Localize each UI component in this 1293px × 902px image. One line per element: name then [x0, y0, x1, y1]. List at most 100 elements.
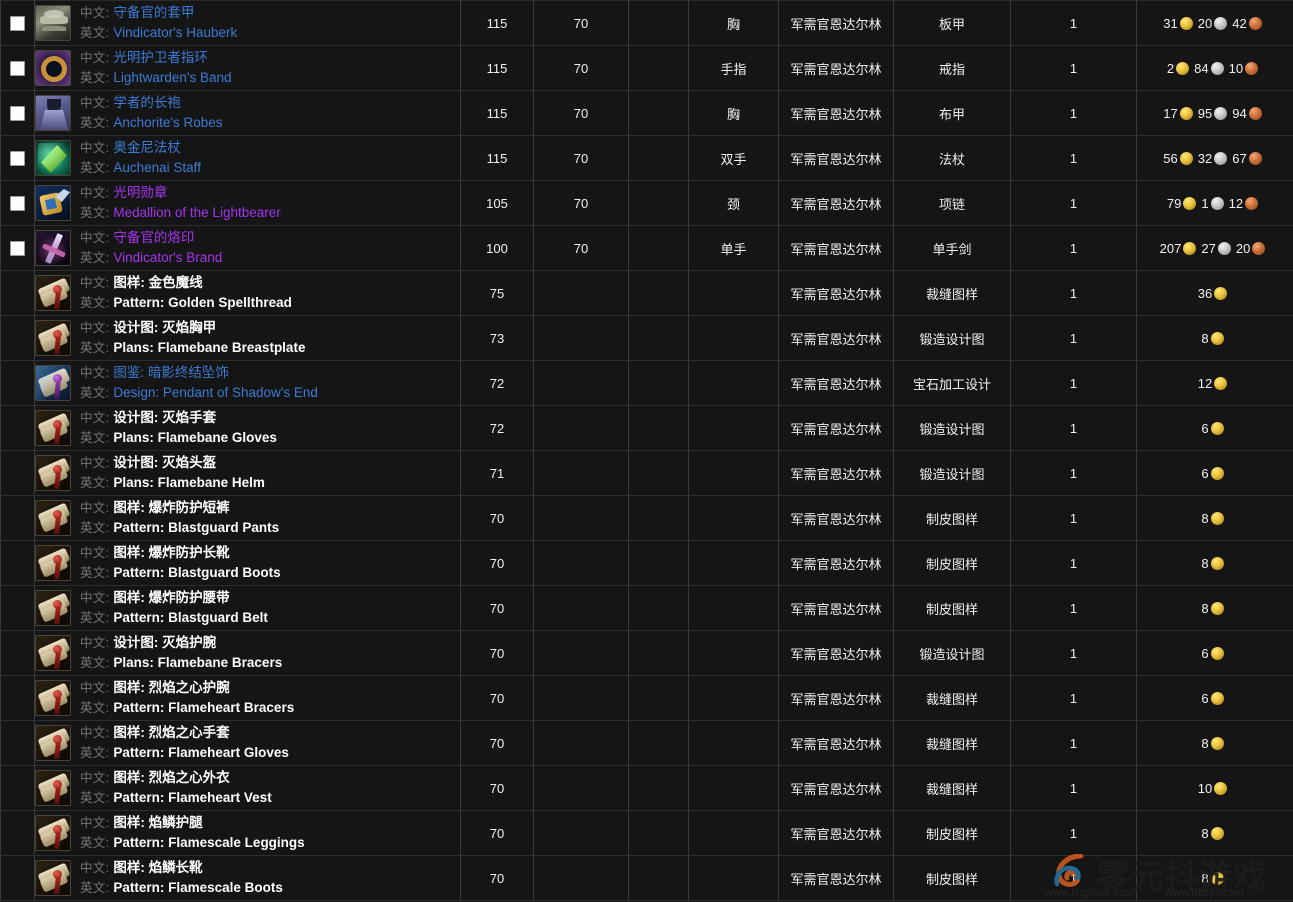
- item-name-english[interactable]: Pattern: Blastguard Belt: [113, 610, 268, 625]
- item-name-chinese[interactable]: 图样: 烈焰之心外衣: [113, 770, 230, 786]
- item-icon-pattern-scroll[interactable]: [35, 770, 71, 806]
- row-checkbox[interactable]: [10, 106, 25, 122]
- table-row[interactable]: 中文: 图样: 金色魔线 英文: Pattern: Golden Spellthrea…: [0, 270, 1293, 316]
- item-icon-pattern-scroll[interactable]: [35, 545, 71, 581]
- table-row[interactable]: 中文: 图样: 爆炸防护长靴 英文: Pattern: Blastguard Boot…: [0, 540, 1293, 586]
- item-icon-pattern-scroll[interactable]: [35, 275, 71, 311]
- table-row[interactable]: 中文: 图样: 烈焰之心手套 英文: Pattern: Flameheart Glov…: [0, 720, 1293, 766]
- item-name-cell[interactable]: 中文: 图样: 爆炸防护短裤 英文: Pattern: Blastguard Pant…: [34, 495, 461, 541]
- item-name-english[interactable]: Pattern: Flamescale Leggings: [113, 835, 305, 850]
- item-name-english[interactable]: Plans: Flamebane Breastplate: [113, 340, 306, 355]
- item-name-cell[interactable]: 中文: 图样: 烈焰之心外衣 英文: Pattern: Flameheart Vest: [34, 765, 461, 811]
- item-name-english[interactable]: Design: Pendant of Shadow's End: [113, 385, 318, 400]
- table-row[interactable]: 中文: 守备官的烙印 英文: Vindicator's Brand 100 70 单手 军需官…: [0, 225, 1293, 271]
- item-name-english[interactable]: Auchenai Staff: [113, 160, 201, 175]
- item-name-english[interactable]: Pattern: Blastguard Pants: [113, 520, 280, 535]
- item-name-cell[interactable]: 中文: 图样: 烈焰之心手套 英文: Pattern: Flameheart Glov…: [34, 720, 461, 766]
- item-name-chinese[interactable]: 奥金尼法杖: [113, 140, 181, 156]
- item-name-chinese[interactable]: 设计图: 灭焰头盔: [113, 455, 217, 471]
- item-name-cell[interactable]: 中文: 设计图: 灭焰胸甲 英文: Plans: Flamebane Breastpl…: [34, 315, 461, 361]
- item-name-chinese[interactable]: 设计图: 灭焰手套: [113, 410, 217, 426]
- item-name-english[interactable]: Plans: Flamebane Bracers: [113, 655, 283, 670]
- item-icon-pattern-scroll[interactable]: [35, 320, 71, 356]
- item-name-chinese[interactable]: 图样: 金色魔线: [113, 275, 203, 291]
- item-name-cell[interactable]: 中文: 设计图: 灭焰护腕 英文: Plans: Flamebane Bracers: [34, 630, 461, 676]
- item-icon-pattern-scroll[interactable]: [35, 860, 71, 896]
- item-icon-staff[interactable]: [35, 140, 71, 176]
- row-select-cell[interactable]: [0, 0, 35, 46]
- table-row[interactable]: 中文: 光明护卫者指环 英文: Lightwarden's Band 115 70 手指 军需…: [0, 45, 1293, 91]
- item-name-english[interactable]: Pattern: Flameheart Gloves: [113, 745, 289, 760]
- item-name-english[interactable]: Plans: Flamebane Gloves: [113, 430, 277, 445]
- item-name-cell[interactable]: 中文: 学者的长袍 英文: Anchorite's Robes: [34, 90, 461, 136]
- item-name-cell[interactable]: 中文: 图样: 焰鳞长靴 英文: Pattern: Flamescale Boots: [34, 855, 461, 901]
- item-name-chinese[interactable]: 图样: 爆炸防护长靴: [113, 545, 230, 561]
- row-select-cell[interactable]: [0, 45, 35, 91]
- item-name-chinese[interactable]: 图样: 烈焰之心手套: [113, 725, 230, 741]
- item-name-cell[interactable]: 中文: 守备官的套甲 英文: Vindicator's Hauberk: [34, 0, 461, 46]
- item-name-cell[interactable]: 中文: 图样: 金色魔线 英文: Pattern: Golden Spellthrea…: [34, 270, 461, 316]
- item-name-chinese[interactable]: 图鉴: 暗影终结坠饰: [113, 365, 229, 381]
- item-icon-pattern-scroll[interactable]: [35, 410, 71, 446]
- item-name-cell[interactable]: 中文: 图样: 爆炸防护腰带 英文: Pattern: Blastguard Belt: [34, 585, 461, 631]
- item-name-cell[interactable]: 中文: 图鉴: 暗影终结坠饰 英文: Design: Pendant of Shado…: [34, 360, 461, 406]
- row-checkbox[interactable]: [10, 241, 25, 257]
- table-row[interactable]: 中文: 图样: 焰鳞护腿 英文: Pattern: Flamescale Leggin…: [0, 810, 1293, 856]
- item-name-chinese[interactable]: 图样: 爆炸防护短裤: [113, 500, 230, 516]
- table-row[interactable]: 中文: 图样: 烈焰之心外衣 英文: Pattern: Flameheart Vest…: [0, 765, 1293, 811]
- table-row[interactable]: 中文: 学者的长袍 英文: Anchorite's Robes 115 70 胸军需官恩达尔…: [0, 90, 1293, 136]
- table-row[interactable]: 中文: 图样: 爆炸防护短裤 英文: Pattern: Blastguard Pant…: [0, 495, 1293, 541]
- item-name-english[interactable]: Vindicator's Hauberk: [113, 25, 238, 40]
- item-name-chinese[interactable]: 图样: 焰鳞护腿: [113, 815, 203, 831]
- item-name-chinese[interactable]: 图样: 焰鳞长靴: [113, 860, 203, 876]
- item-name-chinese[interactable]: 图样: 爆炸防护腰带: [113, 590, 230, 606]
- item-name-english[interactable]: Pattern: Flameheart Vest: [113, 790, 272, 805]
- item-icon-pattern-scroll[interactable]: [35, 635, 71, 671]
- item-name-english[interactable]: Pattern: Flameheart Bracers: [113, 700, 295, 715]
- item-name-cell[interactable]: 中文: 光明护卫者指环 英文: Lightwarden's Band: [34, 45, 461, 91]
- row-select-cell[interactable]: [0, 90, 35, 136]
- item-name-english[interactable]: Pattern: Blastguard Boots: [113, 565, 281, 580]
- item-name-english[interactable]: Plans: Flamebane Helm: [113, 475, 265, 490]
- table-row[interactable]: 中文: 设计图: 灭焰护腕 英文: Plans: Flamebane Bracers 7…: [0, 630, 1293, 676]
- item-name-chinese[interactable]: 光明勋章: [113, 185, 168, 201]
- item-name-english[interactable]: Medallion of the Lightbearer: [113, 205, 281, 220]
- row-select-cell[interactable]: [0, 135, 35, 181]
- item-name-english[interactable]: Vindicator's Brand: [113, 250, 223, 265]
- item-name-chinese[interactable]: 设计图: 灭焰胸甲: [113, 320, 217, 336]
- item-icon-cloth-robe[interactable]: [35, 95, 71, 131]
- row-checkbox[interactable]: [10, 16, 25, 32]
- table-row[interactable]: 中文: 图样: 爆炸防护腰带 英文: Pattern: Blastguard Belt…: [0, 585, 1293, 631]
- item-name-english[interactable]: Pattern: Golden Spellthread: [113, 295, 292, 310]
- table-row[interactable]: 中文: 图样: 烈焰之心护腕 英文: Pattern: Flameheart Brac…: [0, 675, 1293, 721]
- item-icon-pattern-scroll[interactable]: [35, 725, 71, 761]
- row-select-cell[interactable]: [0, 180, 35, 226]
- table-row[interactable]: 中文: 图样: 焰鳞长靴 英文: Pattern: Flamescale Boots 7…: [0, 855, 1293, 901]
- item-icon-pattern-scroll[interactable]: [35, 680, 71, 716]
- item-name-cell[interactable]: 中文: 图样: 烈焰之心护腕 英文: Pattern: Flameheart Brac…: [34, 675, 461, 721]
- item-icon-sword[interactable]: [35, 230, 71, 266]
- item-name-chinese[interactable]: 光明护卫者指环: [113, 50, 208, 66]
- item-name-chinese[interactable]: 守备官的烙印: [113, 230, 195, 246]
- row-checkbox[interactable]: [10, 151, 25, 167]
- table-row[interactable]: 中文: 图鉴: 暗影终结坠饰 英文: Design: Pendant of Shado…: [0, 360, 1293, 406]
- table-row[interactable]: 中文: 守备官的套甲 英文: Vindicator's Hauberk 115 70 胸军需…: [0, 0, 1293, 46]
- item-icon-design-scroll[interactable]: [35, 365, 71, 401]
- table-row[interactable]: 中文: 光明勋章 英文: Medallion of the Lightbearer 10…: [0, 180, 1293, 226]
- item-name-chinese[interactable]: 学者的长袍: [113, 95, 181, 111]
- item-icon-necklace[interactable]: [35, 185, 71, 221]
- item-name-cell[interactable]: 中文: 设计图: 灭焰手套 英文: Plans: Flamebane Gloves: [34, 405, 461, 451]
- row-checkbox[interactable]: [10, 196, 25, 212]
- table-row[interactable]: 中文: 设计图: 灭焰手套 英文: Plans: Flamebane Gloves 72…: [0, 405, 1293, 451]
- item-name-english[interactable]: Pattern: Flamescale Boots: [113, 880, 283, 895]
- item-icon-chest-armor[interactable]: [35, 5, 71, 41]
- row-select-cell[interactable]: [0, 225, 35, 271]
- row-checkbox[interactable]: [10, 61, 25, 77]
- item-name-cell[interactable]: 中文: 图样: 爆炸防护长靴 英文: Pattern: Blastguard Boot…: [34, 540, 461, 586]
- item-name-english[interactable]: Lightwarden's Band: [113, 70, 232, 85]
- item-name-cell[interactable]: 中文: 奥金尼法杖 英文: Auchenai Staff: [34, 135, 461, 181]
- item-name-cell[interactable]: 中文: 图样: 焰鳞护腿 英文: Pattern: Flamescale Leggin…: [34, 810, 461, 856]
- table-row[interactable]: 中文: 设计图: 灭焰胸甲 英文: Plans: Flamebane Breastpl…: [0, 315, 1293, 361]
- item-icon-pattern-scroll[interactable]: [35, 815, 71, 851]
- item-name-chinese[interactable]: 守备官的套甲: [113, 5, 195, 21]
